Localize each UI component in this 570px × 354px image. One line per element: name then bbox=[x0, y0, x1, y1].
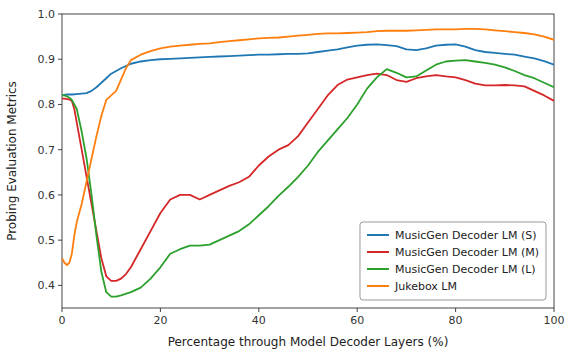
y-tick-label: 0.4 bbox=[38, 279, 56, 292]
y-tick bbox=[58, 59, 62, 60]
legend-label: Jukebox LM bbox=[394, 280, 457, 293]
y-tick-label: 0.9 bbox=[38, 53, 56, 66]
y-tick bbox=[58, 14, 62, 15]
x-tick bbox=[554, 308, 555, 312]
legend-swatch bbox=[367, 268, 389, 270]
x-tick bbox=[357, 308, 358, 312]
legend-swatch bbox=[367, 251, 389, 253]
x-tick-label: 40 bbox=[252, 314, 266, 327]
y-tick bbox=[58, 285, 62, 286]
y-tick-label: 0.7 bbox=[38, 144, 56, 157]
series-line bbox=[62, 29, 554, 265]
x-axis-label: Percentage through Model Decoder Layers … bbox=[168, 335, 449, 349]
y-tick-label: 1.0 bbox=[38, 8, 56, 21]
x-tick bbox=[160, 308, 161, 312]
x-tick-label: 100 bbox=[544, 314, 565, 327]
y-tick bbox=[58, 104, 62, 105]
legend-label: MusicGen Decoder LM (M) bbox=[395, 246, 539, 259]
x-tick bbox=[455, 308, 456, 312]
legend-swatch bbox=[367, 234, 389, 236]
series-line bbox=[62, 74, 554, 281]
y-tick-label: 0.8 bbox=[38, 98, 56, 111]
x-tick-label: 60 bbox=[350, 314, 364, 327]
y-tick bbox=[58, 240, 62, 241]
legend-label: MusicGen Decoder LM (S) bbox=[395, 229, 537, 242]
y-tick-label: 0.6 bbox=[38, 189, 56, 202]
legend: MusicGen Decoder LM (S) MusicGen Decoder … bbox=[360, 222, 546, 300]
legend-box bbox=[360, 222, 546, 300]
y-axis-label: Probing Evaluation Metrics bbox=[5, 81, 19, 241]
y-tick bbox=[58, 194, 62, 195]
plot-frame bbox=[62, 14, 554, 308]
x-tick-label: 20 bbox=[153, 314, 167, 327]
legend-label: MusicGen Decoder LM (L) bbox=[395, 263, 536, 276]
chart: 0 20 40 60 80 100 0.4 0.5 0.6 0.7 0.8 0.9 1.0 Percent… bbox=[0, 0, 570, 354]
series-line bbox=[62, 44, 554, 95]
x-tick bbox=[62, 308, 63, 312]
y-tick bbox=[58, 149, 62, 150]
x-tick-label: 0 bbox=[59, 314, 66, 327]
axes: 0 20 40 60 80 100 0.4 0.5 0.6 0.7 0.8 0.9 1.0 bbox=[38, 8, 565, 327]
x-tick-label: 80 bbox=[449, 314, 463, 327]
y-tick-label: 0.5 bbox=[38, 234, 56, 247]
plot-area bbox=[62, 29, 554, 297]
legend-swatch bbox=[367, 285, 389, 287]
x-tick bbox=[258, 308, 259, 312]
